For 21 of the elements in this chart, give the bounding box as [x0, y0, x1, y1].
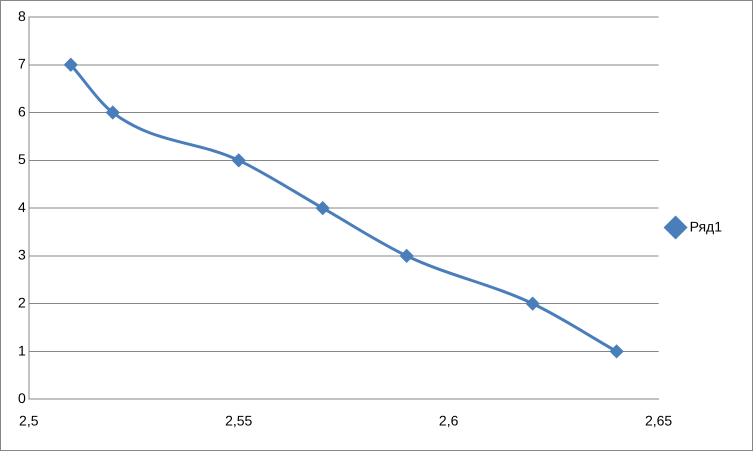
point: [526, 297, 540, 310]
point: [64, 58, 78, 72]
y-tick-label: 1: [18, 342, 26, 358]
y-tick-label: 3: [18, 246, 26, 263]
y-tick-label: 6: [18, 103, 26, 120]
y-tick-label: 4: [18, 198, 26, 215]
x-tick-label: 2,5: [19, 412, 39, 428]
x-tick-label: 2,6: [438, 412, 459, 428]
y-tick-label: 7: [18, 56, 26, 72]
x-tick-label: 2,55: [225, 412, 253, 428]
x-tick-label: 2,65: [644, 412, 672, 428]
y-tick-label: 0: [18, 390, 26, 406]
point: [610, 344, 624, 358]
y-tick-label: 5: [18, 151, 26, 168]
y-tick-label: 2: [18, 294, 26, 311]
point: [400, 249, 414, 262]
point: [232, 154, 246, 167]
point: [106, 106, 120, 120]
point: [316, 202, 330, 215]
legend-label: Ряд1: [690, 218, 722, 234]
y-tick-label: 8: [18, 8, 26, 24]
